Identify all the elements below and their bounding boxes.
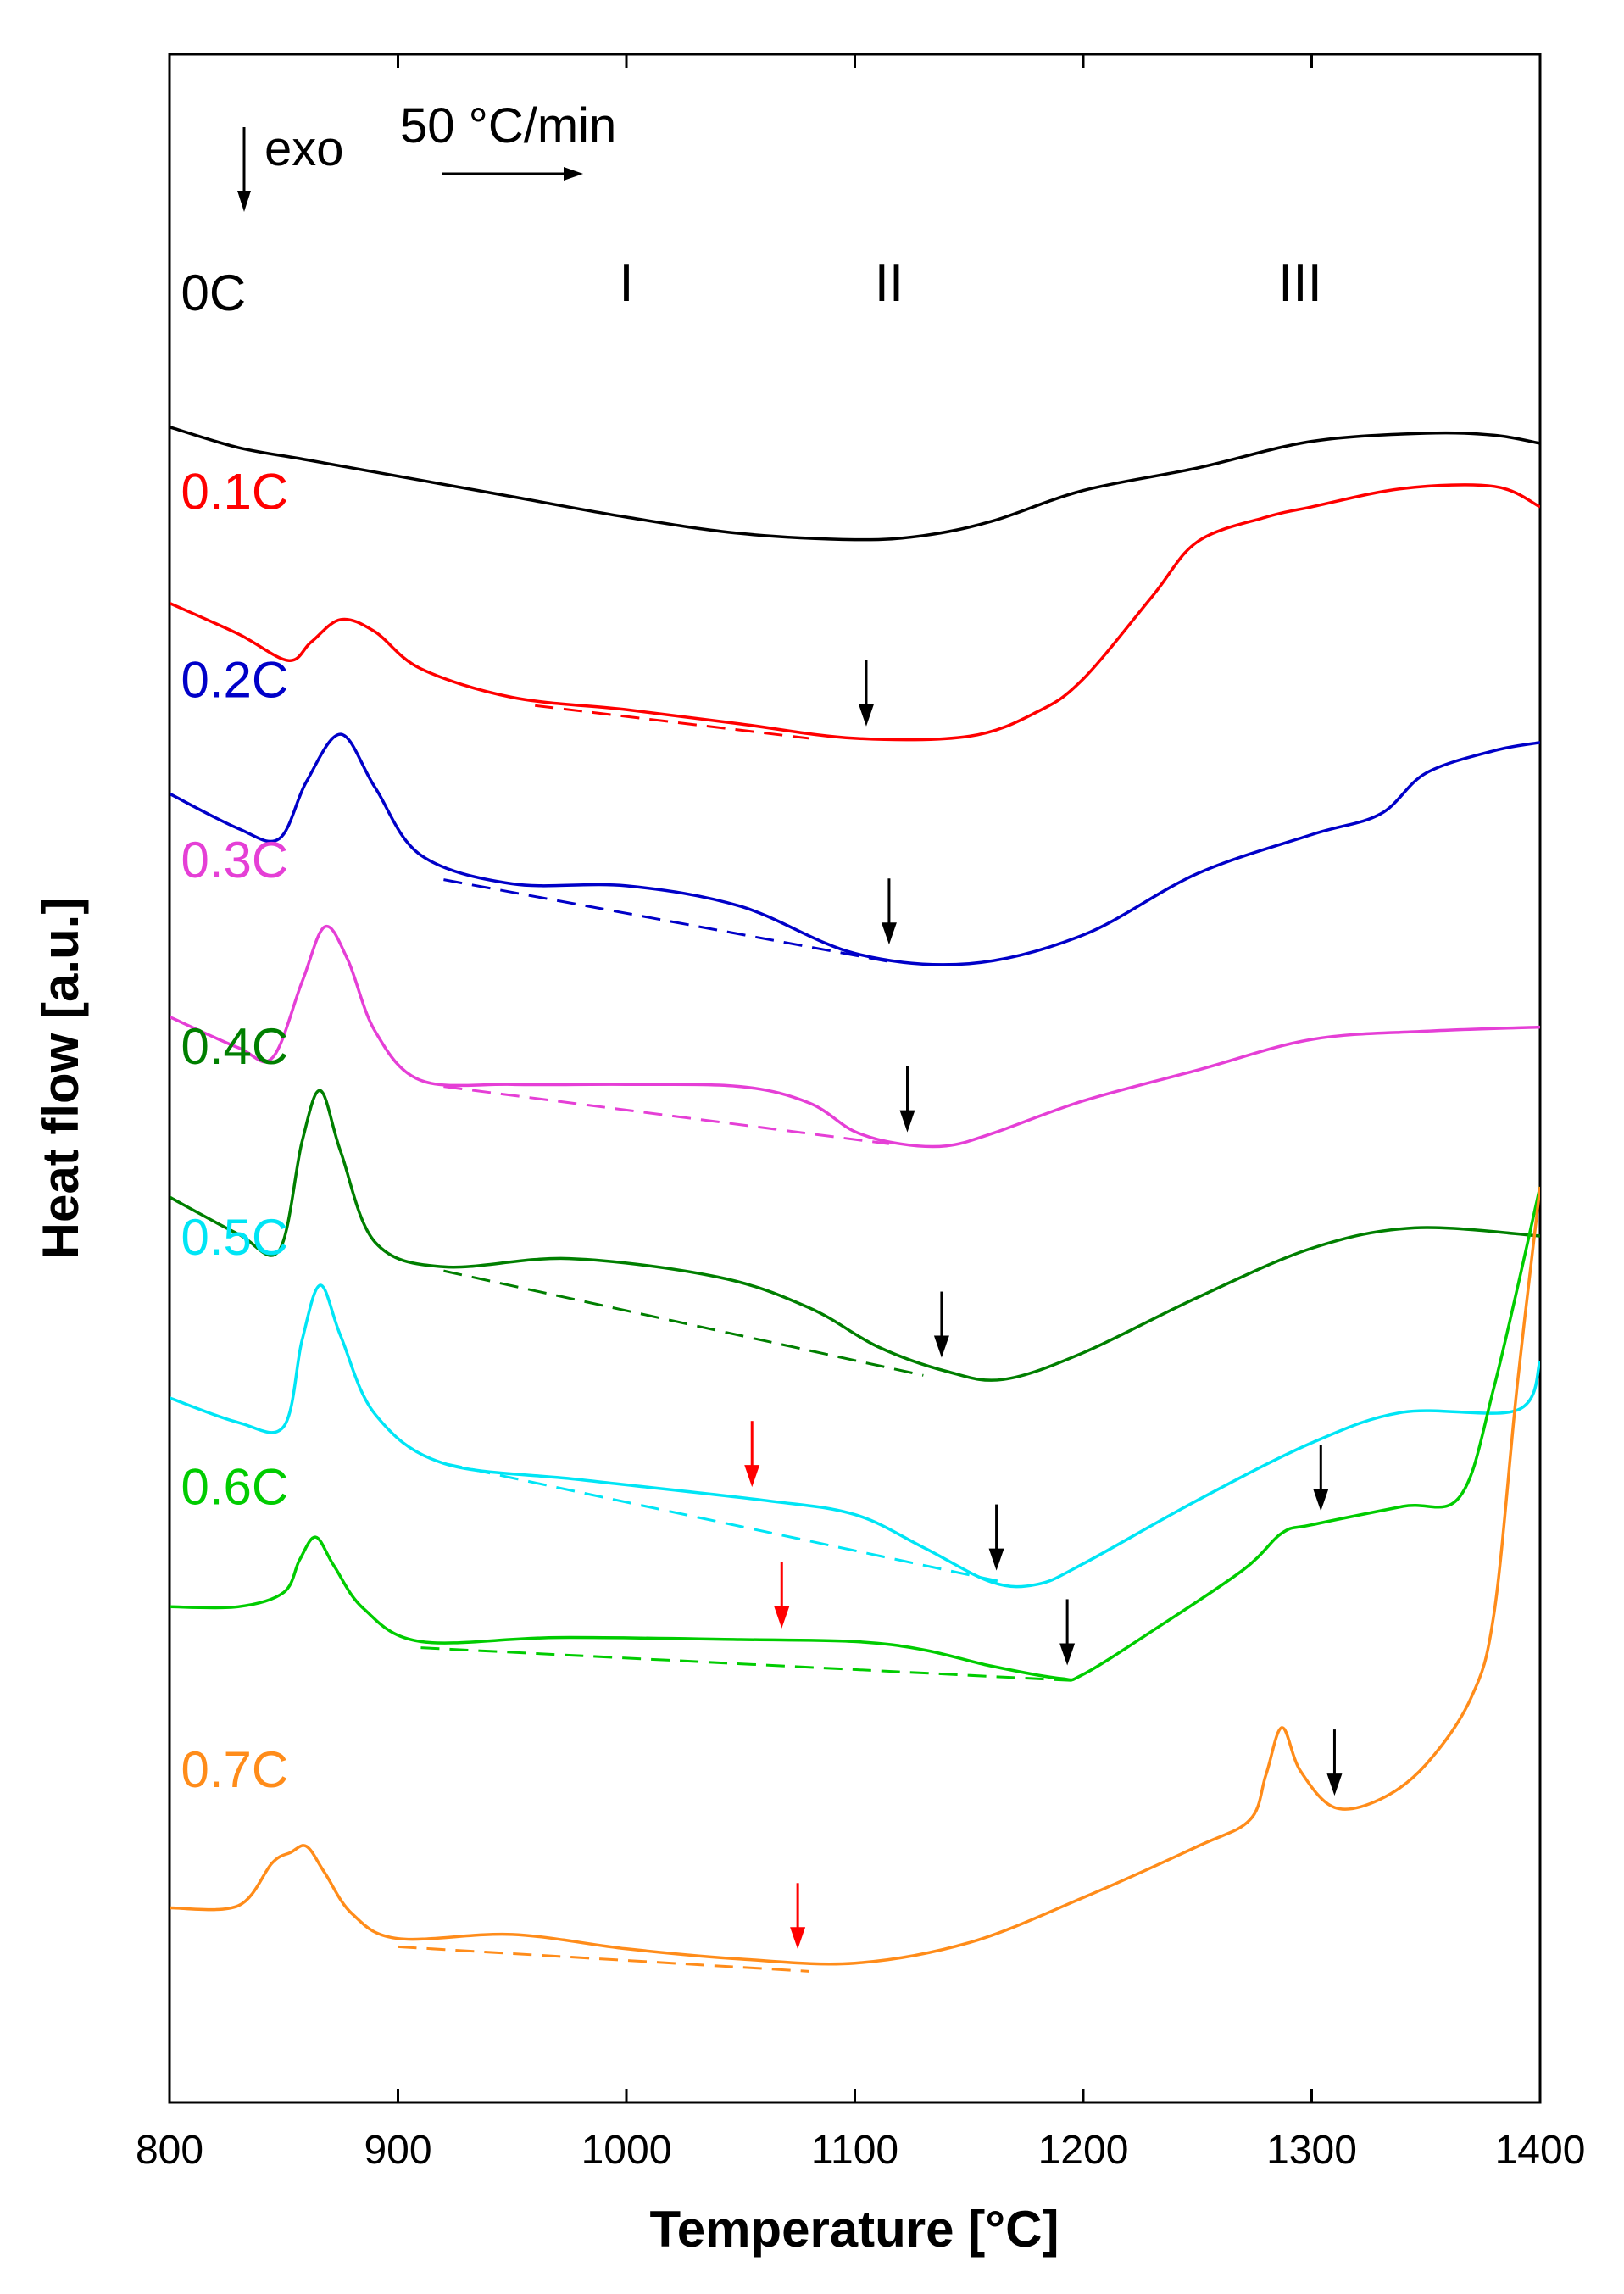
series-line-0c [170, 426, 1540, 542]
heating-rate-arrow-head [564, 167, 583, 181]
x-tick-label-900: 900 [364, 2128, 431, 2173]
series-label-0-2c: 0.2C [181, 652, 288, 709]
marker-arrow-head-0-2c-0 [881, 922, 897, 945]
series-label-0-3c: 0.3C [181, 832, 288, 888]
marker-arrow-head-0-7c-1 [1326, 1773, 1343, 1796]
x-tick-label-1300: 1300 [1266, 2128, 1357, 2173]
series-line-0-7c [170, 1186, 1540, 1966]
series-labels: 0C 0.1C 0.2C 0.3C 0.4C 0.5C 0.6C 0.7C [181, 264, 288, 1798]
series-layer [170, 426, 1540, 1973]
x-tick-label-1400: 1400 [1495, 2128, 1586, 2173]
annotations: exo 50 °C/min [237, 98, 616, 212]
exo-label: exo [264, 121, 344, 176]
marker-arrow-head-0-4c-0 [933, 1335, 949, 1358]
series-line-0-4c [170, 1089, 1540, 1382]
marker-arrow-head-0-5c-0 [744, 1465, 760, 1488]
region-label-2: III [1278, 254, 1322, 313]
x-tick-label-1000: 1000 [581, 2128, 672, 2173]
marker-arrow-head-0-5c-1 [988, 1548, 1004, 1571]
marker-arrow-head-0-1c-0 [858, 704, 874, 727]
x-axis-title: Temperature [°C] [650, 2201, 1059, 2258]
heating-rate-label: 50 °C/min [400, 98, 616, 153]
baseline-0-2c-0 [443, 878, 890, 963]
x-tick-label-800: 800 [136, 2128, 203, 2173]
baseline-0-7c-0 [398, 1945, 809, 1973]
baseline-0-1c-0 [535, 704, 809, 740]
region-label-0: I [619, 254, 633, 313]
x-tick-label-1100: 1100 [811, 2128, 898, 2173]
baseline-0-5c-0 [443, 1462, 1004, 1584]
series-line-0-3c [170, 925, 1540, 1149]
marker-arrow-head-0-3c-0 [899, 1110, 915, 1133]
series-line-0-1c [170, 483, 1540, 742]
series-label-0-6c: 0.6C [181, 1459, 288, 1516]
baseline-0-6c-0 [420, 1646, 1072, 1682]
marker-arrow-head-0-6c-1 [1059, 1643, 1076, 1666]
series-line-0-6c [170, 1186, 1540, 1682]
series-line-0-2c [170, 732, 1540, 966]
series-line-0-5c [170, 1283, 1540, 1589]
marker-arrow-head-0-7c-0 [790, 1927, 806, 1950]
region-label-1: II [875, 254, 904, 313]
marker-arrow-head-0-6c-0 [774, 1606, 790, 1629]
baseline-0-3c-0 [443, 1085, 890, 1145]
series-label-0-1c: 0.1C [181, 463, 288, 520]
series-label-0-7c: 0.7C [181, 1741, 288, 1798]
series-label-0-4c: 0.4C [181, 1018, 288, 1075]
x-axis-ticks: 800 900 1000 1100 1200 1300 1400 [136, 54, 1585, 2173]
marker-arrow-head-0-6c-2 [1313, 1489, 1329, 1512]
exo-arrow-head [237, 191, 251, 212]
x-tick-label-1200: 1200 [1038, 2128, 1129, 2173]
y-axis-title: Heat flow [a.u.] [32, 898, 89, 1260]
region-labels: I II III [619, 254, 1321, 313]
series-label-0-5c: 0.5C [181, 1209, 288, 1266]
baseline-0-4c-0 [443, 1269, 924, 1377]
series-label-0c: 0C [181, 264, 246, 321]
